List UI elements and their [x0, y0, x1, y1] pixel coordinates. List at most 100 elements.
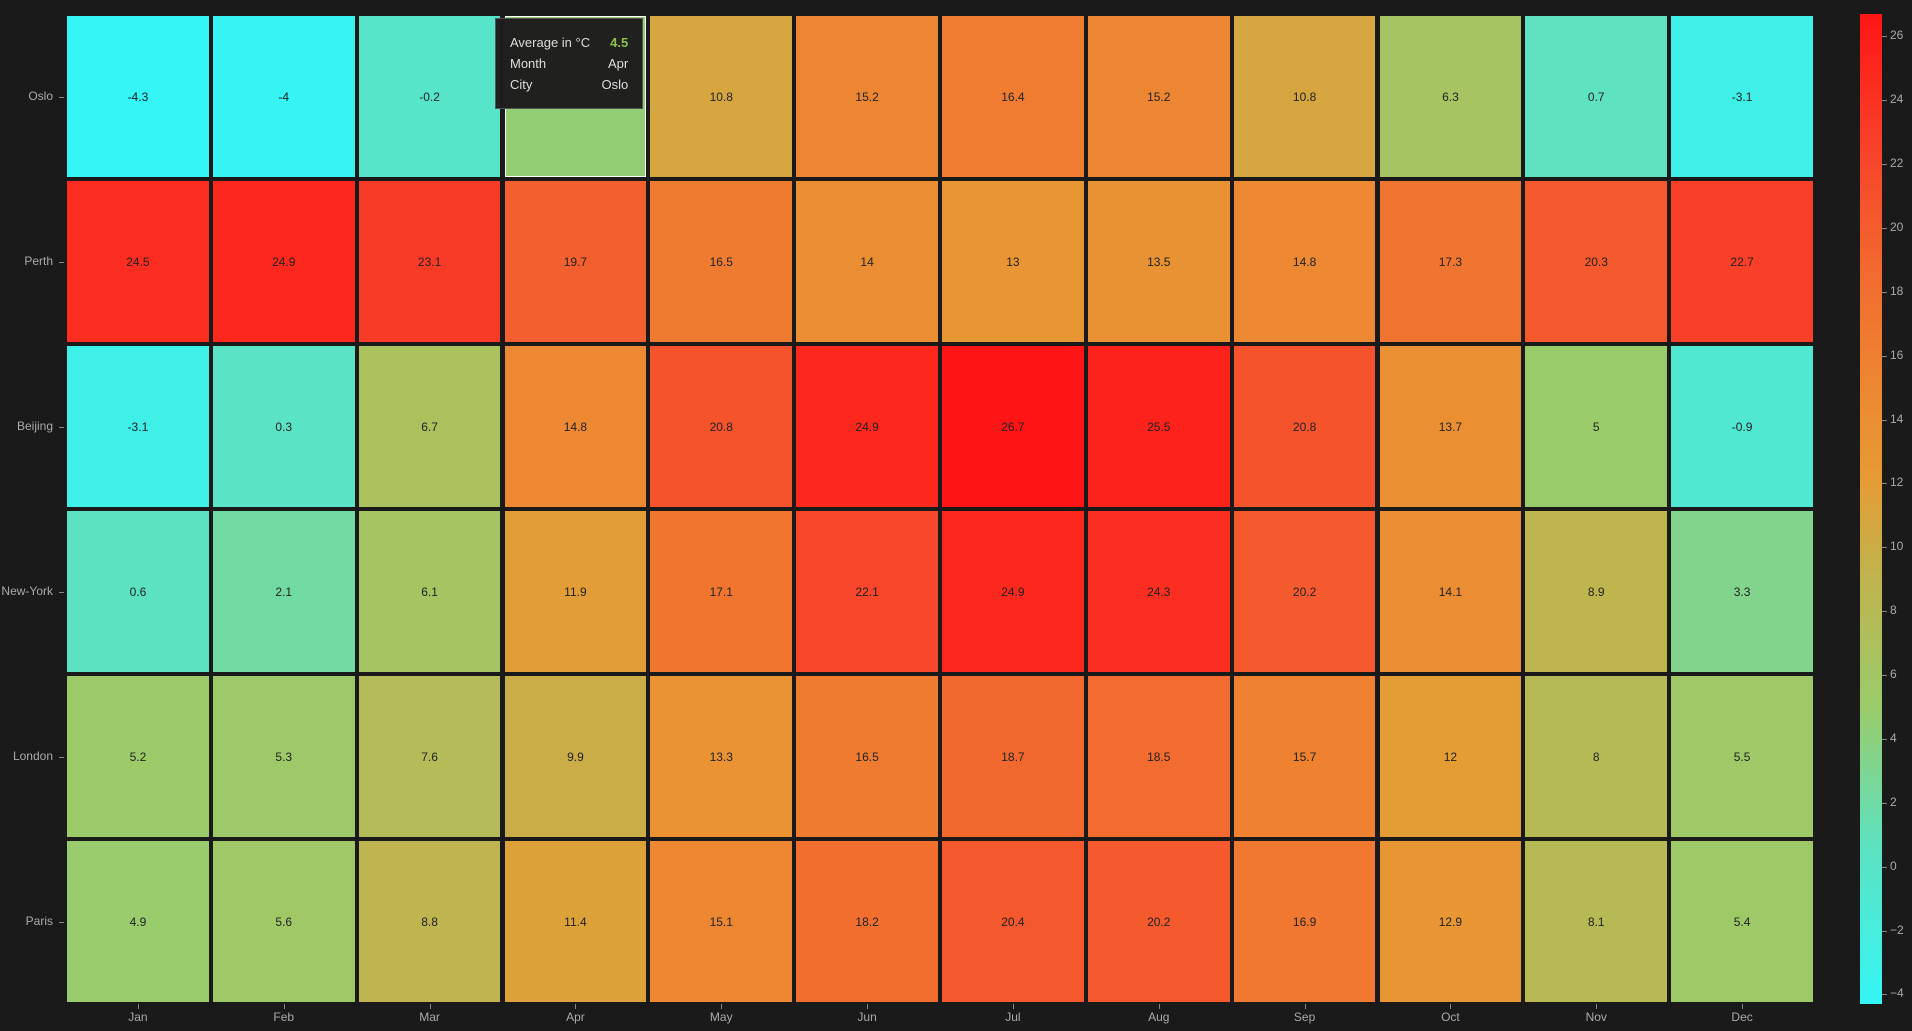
heatmap-cell[interactable]: 13.5 — [1088, 181, 1230, 342]
heatmap-cell[interactable]: 26.7 — [942, 346, 1084, 507]
heatmap-cell[interactable]: 3.3 — [1671, 511, 1813, 672]
heatmap-cell[interactable]: 20.2 — [1234, 511, 1376, 672]
heatmap-cell[interactable]: -0.2 — [359, 16, 501, 177]
x-axis-label: Jun — [837, 1010, 897, 1024]
heatmap-cell[interactable]: -0.9 — [1671, 346, 1813, 507]
heatmap-cell[interactable]: 4.9 — [67, 841, 209, 1002]
heatmap-cell[interactable]: 12.9 — [1380, 841, 1522, 1002]
heatmap-cell[interactable]: 17.1 — [650, 511, 792, 672]
heatmap-cell[interactable]: 16.5 — [650, 181, 792, 342]
heatmap-cell[interactable]: 15.1 — [650, 841, 792, 1002]
heatmap-cell[interactable]: 10.8 — [1234, 16, 1376, 177]
colorbar-tick-label: 14 — [1890, 412, 1903, 426]
colorbar-tick-label: 2 — [1890, 795, 1897, 809]
colorbar-tick-label: 20 — [1890, 220, 1903, 234]
heatmap-cell[interactable]: 18.7 — [942, 676, 1084, 837]
heatmap-cell[interactable]: 19.7 — [505, 181, 647, 342]
heatmap-cell[interactable]: 11.4 — [505, 841, 647, 1002]
heatmap-cell[interactable]: 17.3 — [1380, 181, 1522, 342]
heatmap-cell[interactable]: 8.1 — [1525, 841, 1667, 1002]
heatmap-cell[interactable]: -3.1 — [67, 346, 209, 507]
colorbar-tick-label: 16 — [1890, 348, 1903, 362]
tooltip-series-value: 4.5 — [610, 35, 628, 50]
x-axis-label: Aug — [1129, 1010, 1189, 1024]
colorbar-tick-label: 8 — [1890, 603, 1897, 617]
heatmap-cell[interactable]: 8 — [1525, 676, 1667, 837]
heatmap-cell[interactable]: 5.4 — [1671, 841, 1813, 1002]
heatmap-cell[interactable]: 23.1 — [359, 181, 501, 342]
heatmap-cell[interactable]: 18.5 — [1088, 676, 1230, 837]
heatmap-cell[interactable]: 0.3 — [213, 346, 355, 507]
heatmap-cell[interactable]: 20.8 — [1234, 346, 1376, 507]
heatmap-cell[interactable]: 8.9 — [1525, 511, 1667, 672]
heatmap-cell[interactable]: 22.1 — [796, 511, 938, 672]
heatmap-cell[interactable]: 13.7 — [1380, 346, 1522, 507]
heatmap-cell[interactable]: 24.9 — [796, 346, 938, 507]
heatmap-cell[interactable]: 5.5 — [1671, 676, 1813, 837]
heatmap-cell[interactable]: 24.9 — [213, 181, 355, 342]
heatmap-cell[interactable]: 10.8 — [650, 16, 792, 177]
heatmap-cell[interactable]: 5 — [1525, 346, 1667, 507]
y-axis-label: Perth — [0, 254, 53, 268]
y-axis-label: London — [0, 749, 53, 763]
heatmap-cell[interactable]: 16.9 — [1234, 841, 1376, 1002]
heatmap-cell[interactable]: 18.2 — [796, 841, 938, 1002]
tooltip: Average in °C 4.5 MonthAprCityOslo — [495, 18, 643, 109]
heatmap-cell[interactable]: 9.9 — [505, 676, 647, 837]
heatmap-cell[interactable]: 5.6 — [213, 841, 355, 1002]
heatmap-cell[interactable]: 6.3 — [1380, 16, 1522, 177]
y-axis-label: Beijing — [0, 419, 53, 433]
heatmap-cell[interactable]: 13 — [942, 181, 1084, 342]
heatmap-cell[interactable]: 2.1 — [213, 511, 355, 672]
heatmap-cell[interactable]: 16.5 — [796, 676, 938, 837]
heatmap-cell[interactable]: 25.5 — [1088, 346, 1230, 507]
heatmap-cell[interactable]: 11.9 — [505, 511, 647, 672]
heatmap-cell[interactable]: 20.8 — [650, 346, 792, 507]
x-axis-label: Mar — [400, 1010, 460, 1024]
heatmap-cell[interactable]: 6.7 — [359, 346, 501, 507]
heatmap-cell[interactable]: 20.4 — [942, 841, 1084, 1002]
heatmap-cell[interactable]: 12 — [1380, 676, 1522, 837]
heatmap-cell[interactable]: 14.1 — [1380, 511, 1522, 672]
colorbar-tick-label: 0 — [1890, 859, 1897, 873]
heatmap-cell[interactable]: 20.2 — [1088, 841, 1230, 1002]
heatmap-cell[interactable]: 5.3 — [213, 676, 355, 837]
heatmap-cell[interactable]: 13.3 — [650, 676, 792, 837]
heatmap-cell[interactable]: 24.3 — [1088, 511, 1230, 672]
colorbar-tick-label: 24 — [1890, 92, 1903, 106]
colorbar-tick-label: −4 — [1890, 986, 1904, 1000]
heatmap-cell[interactable]: 0.6 — [67, 511, 209, 672]
heatmap-cell[interactable]: 15.2 — [1088, 16, 1230, 177]
heatmap-cell[interactable]: 8.8 — [359, 841, 501, 1002]
x-axis-label: Jan — [108, 1010, 168, 1024]
heatmap-cell[interactable]: 14.8 — [1234, 181, 1376, 342]
heatmap-cell[interactable]: 0.7 — [1525, 16, 1667, 177]
y-axis-label: New-York — [0, 584, 53, 598]
x-axis-label: Apr — [545, 1010, 605, 1024]
colorbar-tick-label: −2 — [1890, 923, 1904, 937]
heatmap-cell[interactable]: 16.4 — [942, 16, 1084, 177]
heatmap-cell[interactable]: 15.7 — [1234, 676, 1376, 837]
colorbar-tick-label: 26 — [1890, 28, 1903, 42]
x-axis-label: May — [691, 1010, 751, 1024]
heatmap-cell[interactable]: 24.9 — [942, 511, 1084, 672]
heatmap-temperature-chart: OsloPerthBeijingNew-YorkLondonParis JanF… — [0, 0, 1912, 1031]
heatmap-cell[interactable]: -4 — [213, 16, 355, 177]
colorbar-tick-label: 22 — [1890, 156, 1903, 170]
x-axis-label: Jul — [983, 1010, 1043, 1024]
heatmap-cell[interactable]: 6.1 — [359, 511, 501, 672]
heatmap-cell[interactable]: 22.7 — [1671, 181, 1813, 342]
heatmap-cell[interactable]: 14 — [796, 181, 938, 342]
tooltip-dim-value: Apr — [608, 56, 628, 71]
heatmap-cell[interactable]: -4.3 — [67, 16, 209, 177]
x-axis-label: Feb — [254, 1010, 314, 1024]
y-axis-label: Oslo — [0, 89, 53, 103]
heatmap-cell[interactable]: 20.3 — [1525, 181, 1667, 342]
heatmap-cell[interactable]: 5.2 — [67, 676, 209, 837]
heatmap-cell[interactable]: 24.5 — [67, 181, 209, 342]
heatmap-cell[interactable]: 7.6 — [359, 676, 501, 837]
heatmap-cell[interactable]: 15.2 — [796, 16, 938, 177]
x-axis-label: Sep — [1275, 1010, 1335, 1024]
heatmap-cell[interactable]: 14.8 — [505, 346, 647, 507]
heatmap-cell[interactable]: -3.1 — [1671, 16, 1813, 177]
